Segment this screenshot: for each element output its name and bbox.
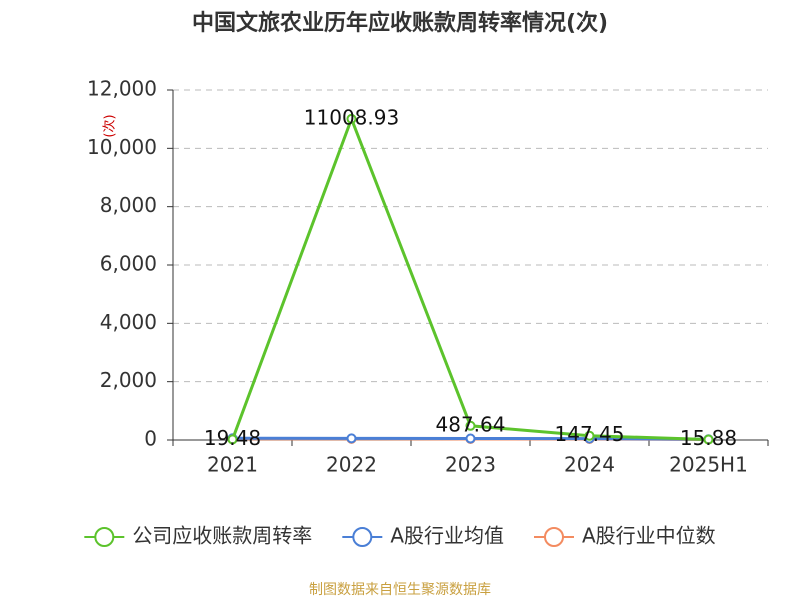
data-point bbox=[465, 420, 476, 431]
series-line bbox=[231, 114, 709, 442]
y-axis-label: (次) bbox=[102, 114, 118, 137]
legend-item[interactable]: A股行业均值 bbox=[342, 524, 504, 548]
data-point bbox=[227, 434, 238, 445]
x-tick-label: 2021 bbox=[207, 453, 258, 477]
legend-label: A股行业均值 bbox=[390, 524, 504, 548]
y-tick-label: 2,000 bbox=[100, 368, 157, 392]
source-note: 制图数据来自恒生聚源数据库 bbox=[309, 582, 491, 598]
legend-label: A股行业中位数 bbox=[582, 524, 716, 548]
x-tick-label: 2023 bbox=[445, 453, 496, 477]
x-tick-label: 2022 bbox=[326, 453, 377, 477]
data-point bbox=[346, 433, 357, 444]
legend-marker bbox=[352, 527, 373, 547]
data-point bbox=[465, 433, 476, 444]
x-tick-label: 2024 bbox=[564, 453, 615, 477]
y-tick-label: 6,000 bbox=[100, 252, 157, 276]
chart-title: 中国文旅农业历年应收账款周转率情况(次) bbox=[192, 10, 608, 36]
data-label: 487.64 bbox=[436, 412, 506, 436]
x-tick-label: 2025H1 bbox=[669, 453, 748, 477]
legend-marker bbox=[94, 527, 115, 547]
legend-item[interactable]: 公司应收账款周转率 bbox=[84, 524, 312, 548]
y-tick-label: 0 bbox=[144, 427, 157, 451]
data-point bbox=[584, 430, 595, 441]
legend-label: 公司应收账款周转率 bbox=[132, 524, 312, 548]
data-label: 19.48 bbox=[204, 426, 261, 450]
y-tick-label: 8,000 bbox=[100, 193, 157, 217]
data-label: 147.45 bbox=[555, 422, 625, 446]
y-tick-label: 10,000 bbox=[87, 135, 157, 159]
data-label: 15.88 bbox=[680, 426, 737, 450]
legend-marker bbox=[544, 527, 564, 547]
y-tick-label: 4,000 bbox=[100, 310, 157, 334]
data-point bbox=[703, 434, 714, 445]
y-tick-label: 12,000 bbox=[87, 77, 157, 101]
data-point bbox=[346, 113, 357, 124]
data-label: 11008.93 bbox=[304, 105, 399, 129]
legend-item[interactable]: A股行业中位数 bbox=[534, 524, 716, 548]
